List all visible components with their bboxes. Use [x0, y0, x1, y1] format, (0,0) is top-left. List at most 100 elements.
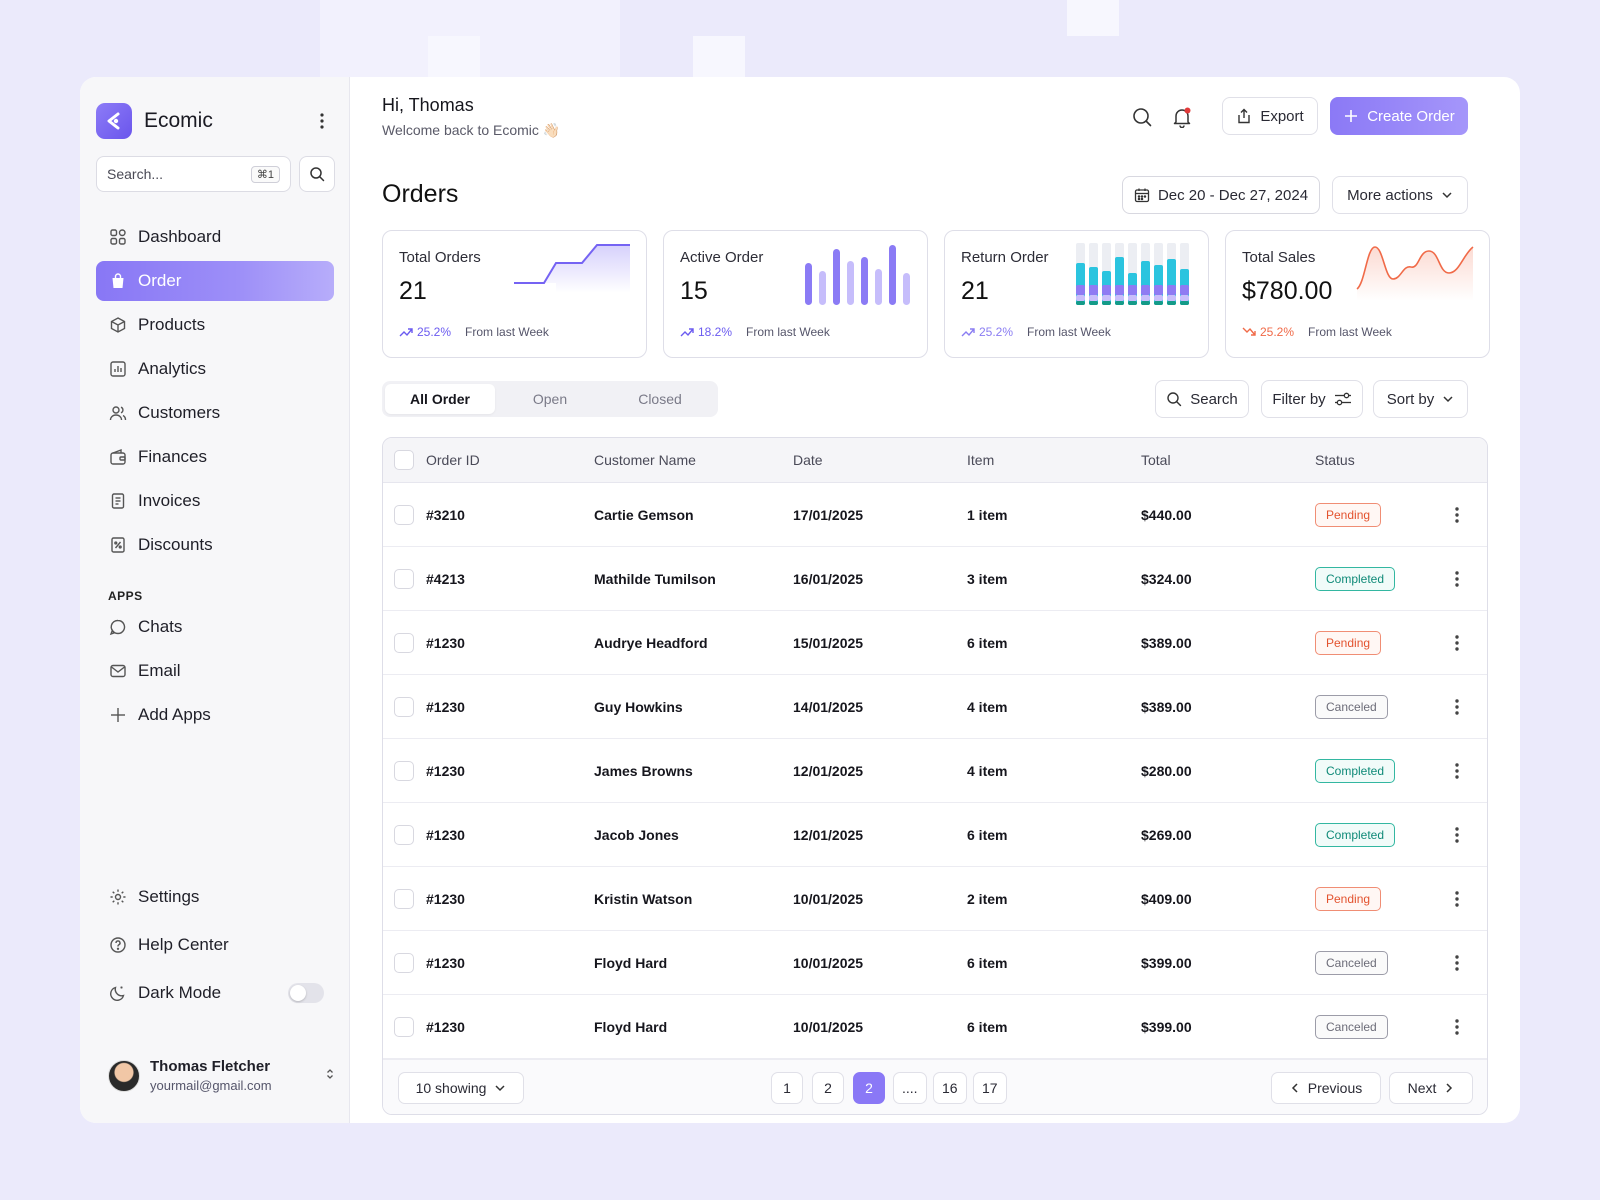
- stat-change: 25.2%: [417, 325, 451, 339]
- sidebar-item-analytics[interactable]: Analytics: [96, 349, 334, 389]
- sidebar-search-input[interactable]: [107, 166, 237, 182]
- stat-card-active-order: Active Order 15 18.2% From last Week: [663, 230, 928, 358]
- row-checkbox[interactable]: [394, 633, 414, 653]
- date-cell: 12/01/2025: [793, 763, 863, 779]
- table-row[interactable]: #3210 Cartie Gemson 17/01/2025 1 item $440.0…: [383, 483, 1487, 547]
- status-badge: Canceled: [1315, 951, 1388, 975]
- table-row[interactable]: #1230 Floyd Hard 10/01/2025 6 item $399.00 Ca…: [383, 931, 1487, 995]
- row-more-vertical-icon[interactable]: [1447, 569, 1467, 589]
- column-header-status[interactable]: Status: [1315, 452, 1355, 468]
- sidebar-item-help-center[interactable]: Help Center: [96, 925, 334, 965]
- table-search-button[interactable]: Search: [1155, 380, 1249, 418]
- sidebar-item-invoices[interactable]: Invoices: [96, 481, 334, 521]
- tab-open[interactable]: Open: [495, 384, 605, 414]
- sidebar-item-label: Order: [138, 271, 181, 291]
- table-row[interactable]: #1230 James Browns 12/01/2025 4 item $280.00…: [383, 739, 1487, 803]
- more-vertical-icon[interactable]: [312, 111, 332, 131]
- column-header-order-id[interactable]: Order ID: [426, 452, 480, 468]
- table-row[interactable]: #1230 Audrye Headford 15/01/2025 6 item $389…: [383, 611, 1487, 675]
- sidebar-item-dashboard[interactable]: Dashboard: [96, 217, 334, 257]
- page-button[interactable]: ....: [893, 1072, 927, 1104]
- stacked-bar-segment: [1115, 301, 1124, 305]
- customer-name-cell: Cartie Gemson: [594, 507, 694, 523]
- tab-all-order[interactable]: All Order: [385, 384, 495, 414]
- total-cell: $440.00: [1141, 507, 1192, 523]
- row-more-vertical-icon[interactable]: [1447, 953, 1467, 973]
- row-more-vertical-icon[interactable]: [1447, 505, 1467, 525]
- sidebar-item-chats[interactable]: Chats: [96, 607, 334, 647]
- row-checkbox[interactable]: [394, 1017, 414, 1037]
- page-button[interactable]: 1: [771, 1072, 803, 1104]
- sidebar-item-add-apps[interactable]: Add Apps: [96, 695, 334, 735]
- stacked-bar-segment: [1128, 285, 1137, 295]
- table-footer: 10 showing 1 2 2.... 16 17 Previous Next: [383, 1059, 1487, 1115]
- page-button[interactable]: 16: [933, 1072, 967, 1104]
- next-page-button[interactable]: Next: [1389, 1072, 1473, 1104]
- table-row[interactable]: #1230 Kristin Watson 10/01/2025 2 item $409.…: [383, 867, 1487, 931]
- stat-value: 21: [961, 277, 989, 306]
- total-cell: $389.00: [1141, 699, 1192, 715]
- table-row[interactable]: #1230 Floyd Hard 10/01/2025 6 item $399.00 Ca…: [383, 995, 1487, 1059]
- row-checkbox[interactable]: [394, 569, 414, 589]
- brand[interactable]: Ecomic: [96, 103, 213, 139]
- stacked-bar-segment: [1180, 285, 1189, 295]
- page-button[interactable]: 2: [853, 1072, 885, 1104]
- column-header-item[interactable]: Item: [967, 452, 994, 468]
- sidebar-item-discounts[interactable]: Discounts: [96, 525, 334, 565]
- sidebar-item-settings[interactable]: Settings: [96, 877, 334, 917]
- sidebar-search-button[interactable]: [299, 156, 335, 192]
- item-cell: 6 item: [967, 955, 1007, 971]
- rows-per-page-dropdown[interactable]: 10 showing: [398, 1072, 524, 1104]
- filter-by-button[interactable]: Filter by: [1261, 380, 1363, 418]
- row-more-vertical-icon[interactable]: [1447, 889, 1467, 909]
- sidebar-item-customers[interactable]: Customers: [96, 393, 334, 433]
- previous-page-button[interactable]: Previous: [1271, 1072, 1381, 1104]
- sidebar-item-finances[interactable]: Finances: [96, 437, 334, 477]
- tab-closed[interactable]: Closed: [605, 384, 715, 414]
- row-checkbox[interactable]: [394, 761, 414, 781]
- row-more-vertical-icon[interactable]: [1447, 761, 1467, 781]
- discount-icon: [108, 535, 128, 555]
- row-checkbox[interactable]: [394, 825, 414, 845]
- table-search-label: Search: [1190, 391, 1238, 408]
- previous-label: Previous: [1308, 1080, 1362, 1096]
- row-checkbox[interactable]: [394, 697, 414, 717]
- sidebar-item-label: Help Center: [138, 935, 229, 955]
- sidebar-item-order[interactable]: Order: [96, 261, 334, 301]
- dark-mode-toggle[interactable]: [288, 983, 324, 1003]
- page-button[interactable]: 2: [812, 1072, 844, 1104]
- user-profile[interactable]: Thomas Fletcher yourmail@gmail.com: [108, 1058, 334, 1093]
- row-more-vertical-icon[interactable]: [1447, 697, 1467, 717]
- total-cell: $409.00: [1141, 891, 1192, 907]
- row-checkbox[interactable]: [394, 953, 414, 973]
- status-badge: Pending: [1315, 503, 1381, 527]
- row-more-vertical-icon[interactable]: [1447, 1017, 1467, 1037]
- row-more-vertical-icon[interactable]: [1447, 633, 1467, 653]
- table-row[interactable]: #1230 Jacob Jones 12/01/2025 6 item $269.00 C…: [383, 803, 1487, 867]
- select-all-checkbox[interactable]: [394, 450, 414, 470]
- sidebar-item-email[interactable]: Email: [96, 651, 334, 691]
- sidebar-item-label: Invoices: [138, 491, 200, 511]
- bell-icon[interactable]: [1170, 105, 1194, 129]
- sort-by-dropdown[interactable]: Sort by: [1373, 380, 1468, 418]
- total-cell: $399.00: [1141, 1019, 1192, 1035]
- page-button[interactable]: 17: [973, 1072, 1007, 1104]
- stacked-bar-segment: [1115, 285, 1124, 295]
- export-button[interactable]: Export: [1222, 97, 1318, 135]
- sidebar-item-products[interactable]: Products: [96, 305, 334, 345]
- row-more-vertical-icon[interactable]: [1447, 825, 1467, 845]
- create-order-button[interactable]: Create Order: [1330, 97, 1468, 135]
- more-actions-dropdown[interactable]: More actions: [1332, 176, 1468, 214]
- table-row[interactable]: #4213 Mathilde Tumilson 16/01/2025 3 item $3…: [383, 547, 1487, 611]
- header-search-icon[interactable]: [1130, 105, 1154, 129]
- row-checkbox[interactable]: [394, 889, 414, 909]
- chat-icon: [108, 617, 128, 637]
- date-range-picker[interactable]: Dec 20 - Dec 27, 2024: [1122, 176, 1320, 214]
- column-header-customer-name[interactable]: Customer Name: [594, 452, 696, 468]
- column-header-date[interactable]: Date: [793, 452, 823, 468]
- row-checkbox[interactable]: [394, 505, 414, 525]
- table-row[interactable]: #1230 Guy Howkins 14/01/2025 4 item $389.00 C…: [383, 675, 1487, 739]
- trend-down-icon: [1242, 327, 1256, 337]
- total-cell: $389.00: [1141, 635, 1192, 651]
- column-header-total[interactable]: Total: [1141, 452, 1171, 468]
